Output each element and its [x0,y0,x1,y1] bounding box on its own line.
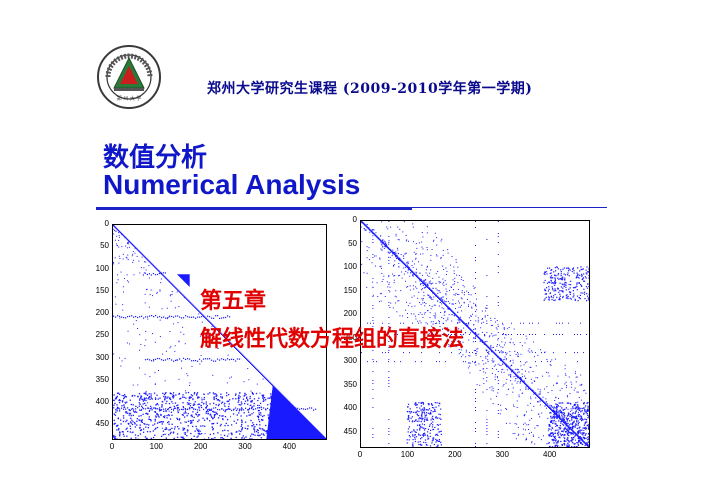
university-logo: 郑 州 大 学 [97,45,161,109]
chapter-title: 解线性代数方程组的直接法 [200,327,465,352]
left-plot-tick-label: 300 [238,442,252,451]
right-plot-tick-label: 0 [352,215,357,224]
right-plot-tick-label: 100 [343,262,357,271]
left-plot-tick-label: 50 [100,241,109,251]
right-plot-tick-label: 50 [348,238,357,248]
right-plot-tick-label: 300 [343,356,357,366]
right-plot-tick-label: 350 [343,379,357,389]
left-plot-tick-label: 350 [95,374,109,384]
right-plot-tick-label: 200 [343,309,357,319]
left-plot-tick-label: 400 [282,442,296,451]
left-plot-tick-label: 100 [95,263,109,273]
right-plot-tick-label: 150 [343,285,357,295]
left-plot-tick-label: 0 [104,219,109,228]
right-plot-tick-label: 400 [343,403,357,413]
right-plot-frame [360,220,590,448]
right-plot-tick-label: 450 [343,426,357,436]
right-plot-pattern [361,221,589,447]
left-plot-tick-label: 200 [193,442,208,451]
right-plot-tick-label: 0 [357,450,363,459]
page-title-en: Numerical Analysis [103,169,361,200]
left-plot-tick-label: 100 [149,442,164,451]
page-title-cn: 数值分析 [103,143,208,173]
svg-text:郑 州 大 学: 郑 州 大 学 [117,95,142,102]
course-line: 郑州大学研究生课程 (2009-2010学年第一学期) [207,81,533,97]
left-plot-pattern [113,225,326,439]
right-plot-tick-label: 200 [448,450,462,459]
right-plot-tick-label: 250 [343,332,357,342]
left-plot-tick-label: 250 [95,330,109,340]
right-sparsity-plot: 0 50 100 150 200 250 300 350 400 450 0 100 200 300 40… [338,212,596,462]
right-plot-tick-label: 300 [495,450,509,459]
right-plot-tick-label: 400 [543,450,557,459]
title-underline-thick [96,207,412,210]
left-plot-tick-label: 300 [95,352,109,362]
right-plot-tick-label: 100 [400,450,415,459]
left-plot-tick-label: 0 [109,442,115,451]
left-plot-tick-label: 150 [95,285,109,295]
left-plot-tick-label: 200 [95,308,109,318]
left-plot-tick-label: 450 [95,419,109,429]
chapter-number: 第五章 [200,289,267,314]
left-sparsity-plot: 0 50 100 150 200 250 300 350 400 450 0 100 200 300 40… [92,218,332,453]
title-underline-thin [412,207,607,208]
left-plot-tick-label: 400 [95,397,109,407]
left-plot-frame [112,224,327,440]
